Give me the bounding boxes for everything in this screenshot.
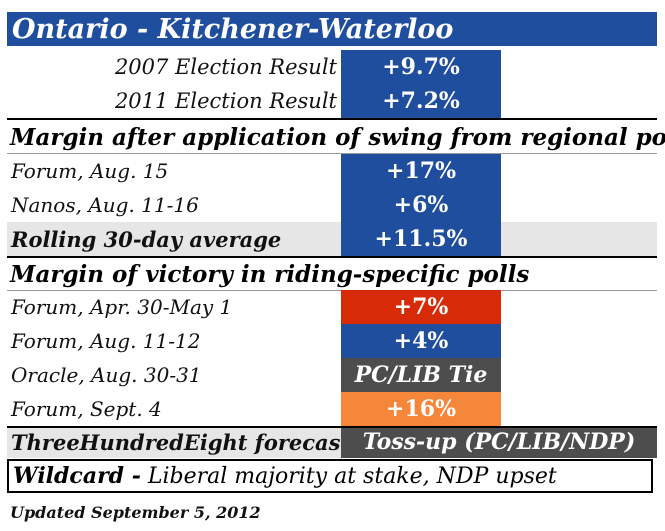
poll-label: Forum, Aug. 15: [11, 159, 169, 183]
poll-value: +6%: [341, 188, 501, 222]
election-result-label: 2007 Election Result: [114, 55, 337, 79]
poll-value: +17%: [341, 154, 501, 188]
updated-date: Updated September 5, 2012: [10, 503, 261, 522]
divider: [7, 426, 657, 428]
poll-row: Oracle, Aug. 30-31 PC/LIB Tie: [7, 358, 657, 392]
election-result-row: 2007 Election Result +9.7%: [7, 50, 657, 84]
election-result-value: +7.2%: [341, 84, 501, 118]
divider: [7, 118, 657, 120]
rolling-average-value: +11.5%: [341, 222, 501, 256]
forecast-value: Toss-up (PC/LIB/NDP): [341, 426, 657, 458]
poll-row: Forum, Sept. 4 +16%: [7, 392, 657, 426]
poll-value: +7%: [341, 290, 501, 324]
poll-label: Forum, Sept. 4: [11, 397, 162, 421]
election-result-label: 2011 Election Result: [114, 89, 337, 113]
poll-row: Forum, Apr. 30-May 1 +7%: [7, 290, 657, 324]
poll-value: PC/LIB Tie: [341, 358, 501, 392]
divider: [7, 290, 657, 291]
divider: [7, 153, 657, 154]
poll-value: +4%: [341, 324, 501, 358]
poll-row: Nanos, Aug. 11-16 +6%: [7, 188, 657, 222]
forecast-row: ThreeHundredEight forecast Toss-up (PC/L…: [7, 426, 657, 458]
poll-value: +16%: [341, 392, 501, 426]
poll-row: Forum, Aug. 11-12 +4%: [7, 324, 657, 358]
poll-label: Forum, Apr. 30-May 1: [11, 295, 233, 319]
riding-section-heading-row: Margin of victory in riding-specific pol…: [7, 258, 657, 290]
wildcard-text: Liberal majority at stake, NDP upset: [140, 463, 557, 489]
forecast-label: ThreeHundredEight forecast: [11, 429, 351, 455]
wildcard-box: Wildcard - Liberal majority at stake, ND…: [7, 459, 653, 493]
poll-label: Nanos, Aug. 11-16: [11, 193, 199, 217]
wildcard-label: Wildcard -: [13, 463, 141, 489]
election-result-value: +9.7%: [341, 50, 501, 84]
page-title: Ontario - Kitchener-Waterloo: [7, 12, 657, 46]
poll-row: Forum, Aug. 15 +17%: [7, 154, 657, 188]
section-heading: Margin after application of swing from r…: [10, 123, 665, 151]
title-row: Ontario - Kitchener-Waterloo: [7, 12, 657, 46]
divider: [7, 256, 657, 258]
poll-label: Forum, Aug. 11-12: [11, 329, 201, 353]
rolling-average-label: Rolling 30-day average: [11, 226, 282, 252]
regional-section-heading-row: Margin after application of swing from r…: [7, 120, 665, 154]
election-result-row: 2011 Election Result +7.2%: [7, 84, 657, 118]
poll-label: Oracle, Aug. 30-31: [11, 363, 202, 387]
rolling-average-row: Rolling 30-day average +11.5%: [7, 222, 657, 256]
section-heading: Margin of victory in riding-specific pol…: [10, 260, 530, 288]
